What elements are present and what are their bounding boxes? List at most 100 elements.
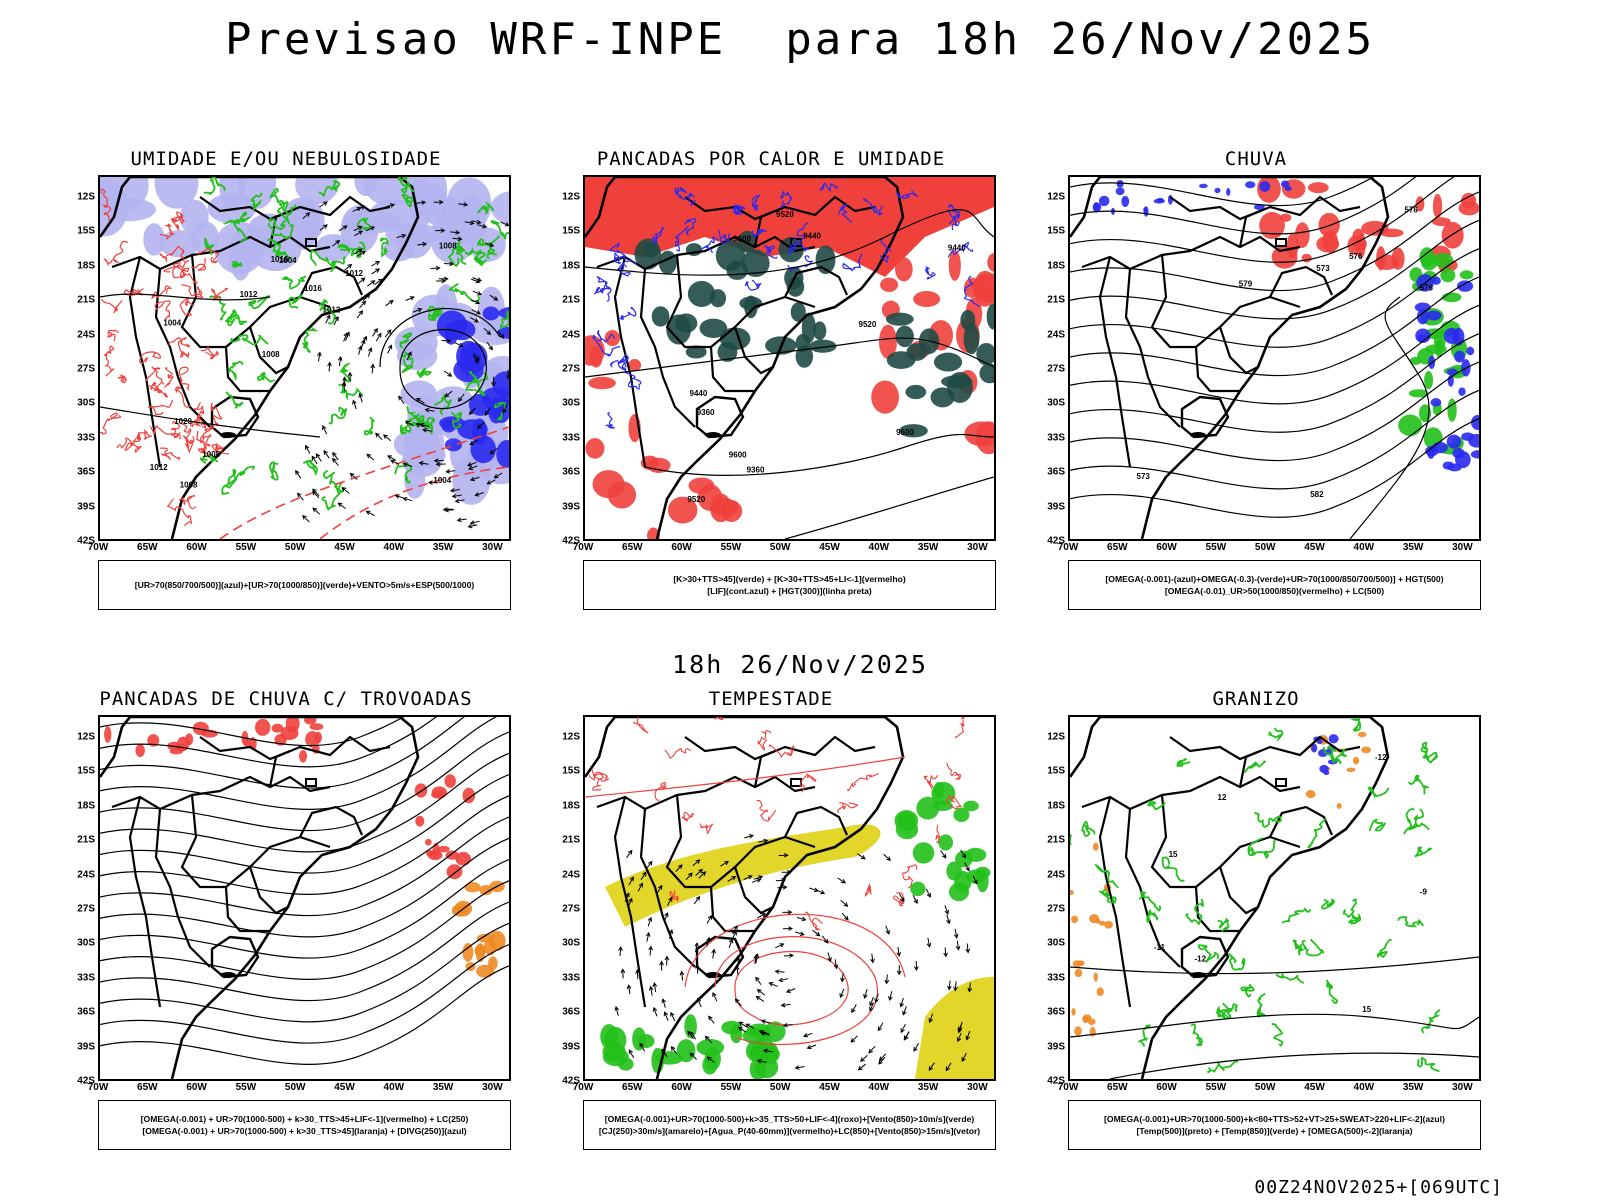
map-canvas: -12 -12 12 15 15 -11 -9: [1070, 717, 1479, 1079]
temperature-850-contour: [1367, 786, 1390, 799]
lifted-index-contour: [948, 203, 961, 225]
panel-umidade: UMIDADE E/OU NEBULOSIDADE 12S 15S 18S 21S 24…: [61, 148, 511, 618]
temperature-850-contour: [1190, 1023, 1203, 1047]
latitude-axis: 12S 15S 18S 21S 24S 27S 30S 33S 36S 39S 42S: [1031, 715, 1067, 1087]
geopotential-contour: [1070, 389, 1479, 490]
panel-legend: [K>30+TTS>45](verde) + [K>30+TTS>45+LI<-…: [583, 560, 996, 610]
wind-vector: [734, 965, 740, 976]
wind-vector: [780, 1002, 791, 1008]
temperature-850-contour: [1185, 898, 1204, 926]
panel-title: CHUVA: [1224, 148, 1288, 170]
humidity-area-high: [447, 319, 476, 341]
wind-vector: [338, 225, 348, 232]
map-canvas: [100, 717, 509, 1079]
instability-area: [964, 277, 981, 298]
wind-vector: [913, 1042, 920, 1052]
rain-area-green: [1440, 268, 1456, 283]
contour-label: 579: [1239, 279, 1253, 288]
longitude-tick-label: 65W: [137, 542, 158, 553]
longitude-tick-label: 65W: [137, 1082, 158, 1093]
legend-line: [OMEGA(-0.001) + UR>70(1000-500) + k>30_…: [142, 1126, 467, 1136]
humidity-contour-low-levels: [268, 215, 291, 231]
streamline: [100, 717, 438, 768]
longitude-axis: 70W 65W 60W 55W 50W 45W 40W 35W 30W: [88, 541, 511, 555]
wind-vector: [436, 278, 447, 284]
humidity-contour-low-levels: [278, 201, 297, 216]
federal-district-mark: [305, 238, 317, 247]
thickness-contour: [197, 248, 219, 264]
latitude-axis: 12S 15S 18S 21S 24S 27S 30S 33S 36S 39S 42S: [546, 715, 582, 1087]
wind-vector: [331, 239, 341, 247]
humidity-contour-low-levels: [322, 469, 343, 495]
lagoon-mark: [220, 972, 236, 978]
lifted-index-contour: [678, 192, 696, 207]
wind-vector: [627, 897, 633, 908]
longitude-tick-label: 30W: [967, 542, 988, 553]
pressure-contour: [100, 293, 271, 301]
temperature-850-contour: [1271, 1023, 1284, 1047]
latitude-tick-label: 15S: [1047, 225, 1065, 237]
longitude-tick-label: 35W: [432, 542, 454, 553]
streamline: [100, 943, 509, 1044]
wind-vector: [640, 871, 647, 881]
rain-area-red: [1294, 222, 1310, 248]
thickness-contour: [154, 382, 168, 398]
longitude-tick-label: 60W: [671, 1082, 692, 1093]
humidity-contour-low-levels: [281, 275, 307, 290]
country-border: [695, 935, 745, 979]
wind-vector: [365, 510, 375, 516]
rain-area-blue: [1458, 387, 1466, 396]
lifted-index-contour: [605, 412, 615, 430]
wind-vector: [868, 1045, 876, 1054]
wind-vector: [953, 981, 958, 992]
lifted-index-contour: [819, 182, 838, 192]
wind-vector: [912, 894, 918, 905]
wind-vector: [877, 1022, 884, 1032]
thickness-contour: [178, 366, 190, 391]
instability-area: [987, 252, 994, 272]
humidity-area-mid-levels: [363, 177, 418, 207]
longitude-axis: 70W 65W 60W 55W 50W 45W 40W 35W 30W: [1058, 541, 1481, 555]
thickness-contour: [171, 214, 185, 231]
coastline: [585, 717, 905, 1079]
instability-area: [948, 250, 961, 281]
thickness-contour: [147, 399, 174, 416]
longitude-tick-label: 55W: [1205, 1082, 1227, 1093]
lifted-index-contour: [751, 228, 767, 239]
temperature-850-contour: [1368, 818, 1387, 832]
heat-shower-area: [739, 296, 763, 310]
thickness-contour: [151, 285, 172, 300]
longitude-tick-label: 45W: [1304, 542, 1325, 553]
wind-vector: [885, 925, 890, 935]
strong-wind-area: [684, 1014, 697, 1039]
omega-area-orange: [1071, 1008, 1076, 1016]
longitude-tick-label: 45W: [334, 542, 355, 553]
wind-vector: [302, 212, 311, 219]
wind-vector: [692, 859, 701, 867]
wind-vector: [433, 199, 444, 205]
wind-vector: [464, 220, 475, 226]
humidity-contour-low-levels: [454, 237, 466, 254]
longitude-tick-label: 30W: [1452, 1082, 1473, 1093]
wind-vector: [782, 909, 793, 915]
humidity-contour-low-levels: [363, 416, 375, 436]
wind-vector: [312, 507, 321, 515]
wind-vector: [387, 455, 397, 461]
wind-vector: [720, 860, 729, 867]
thickness-contour: [181, 284, 203, 298]
latitude-axis: 12S 15S 18S 21S 24S 27S 30S 33S 36S 39S 42S: [61, 715, 97, 1087]
wind-vector: [928, 1013, 934, 1024]
contour-label: 1008: [202, 450, 220, 459]
wind-vector: [783, 953, 794, 958]
latitude-tick-label: 27S: [77, 363, 95, 375]
longitude-tick-label: 50W: [769, 542, 791, 553]
wind-vector: [869, 996, 874, 1007]
wind-vector: [883, 853, 891, 862]
wind-vector: [424, 407, 435, 413]
wind-vector: [506, 369, 509, 380]
wind-vector: [661, 998, 666, 1008]
rain-area-red: [1374, 254, 1399, 270]
wind-vector: [762, 1048, 773, 1054]
humidity-contour-low-levels: [224, 465, 255, 489]
wind-vector: [972, 875, 978, 885]
